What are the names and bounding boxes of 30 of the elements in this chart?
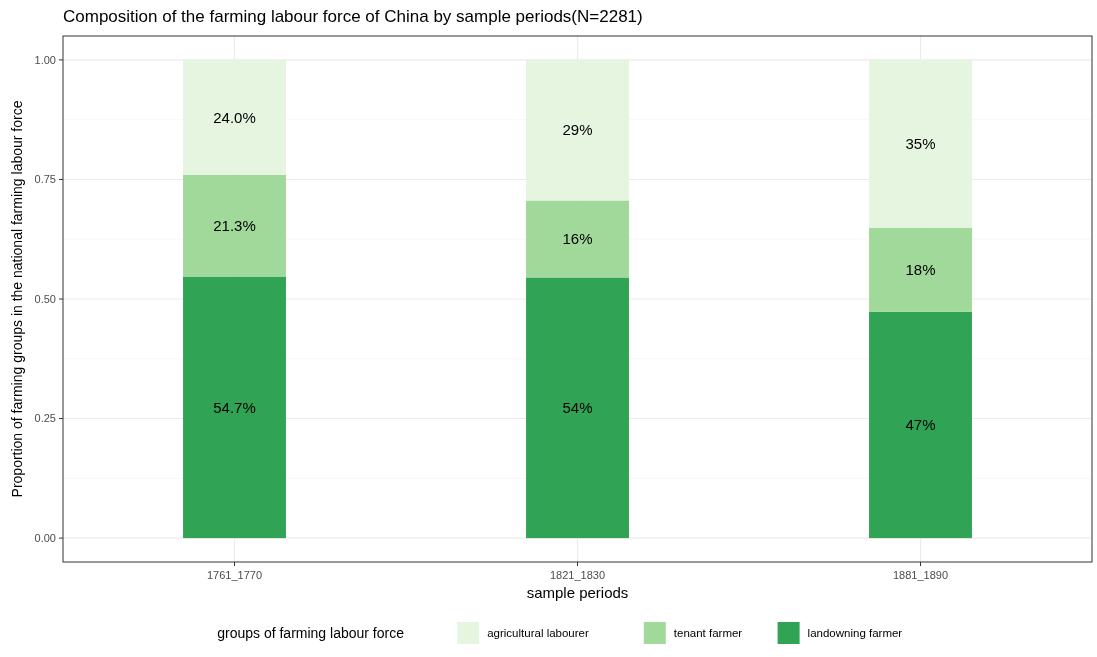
data-label: 35% [905, 135, 936, 153]
bar [183, 276, 286, 539]
legend-label: landowning farmer [807, 627, 903, 640]
y-tick-label: 0.00 [34, 531, 56, 544]
data-label: 18% [905, 261, 936, 279]
y-tick-label: 0.75 [34, 173, 56, 186]
data-label: 47% [905, 416, 936, 434]
legend-title: groups of farming labour force [217, 624, 405, 641]
data-label: 16% [562, 230, 593, 248]
data-label: 54% [562, 399, 593, 417]
legend-label: agricultural labourer [487, 627, 590, 640]
bar [869, 227, 972, 312]
legend-label: tenant farmer [673, 627, 743, 640]
y-tick-label: 1.00 [34, 53, 56, 66]
bar [526, 277, 629, 539]
bar [526, 200, 629, 278]
bar [869, 311, 972, 539]
chart-title: Composition of the farming labour force of China by sample periods(N=2281) [63, 7, 643, 26]
y-tick-label: 0.50 [34, 292, 56, 305]
x-axis-title: sample periods [526, 584, 629, 601]
data-label: 21.3% [213, 216, 256, 234]
x-tick-label: 1761_1770 [206, 569, 263, 581]
data-label: 29% [562, 121, 593, 139]
x-tick-label: 1821_1830 [549, 569, 606, 581]
y-tick-label: 0.25 [34, 412, 56, 425]
bar [183, 174, 286, 277]
y-axis-title: Proportion of farming groups in the national farming labour force [9, 100, 25, 498]
data-label: 54.7% [213, 398, 256, 416]
x-tick-label: 1881_1890 [892, 569, 949, 581]
data-label: 24.0% [213, 108, 256, 126]
